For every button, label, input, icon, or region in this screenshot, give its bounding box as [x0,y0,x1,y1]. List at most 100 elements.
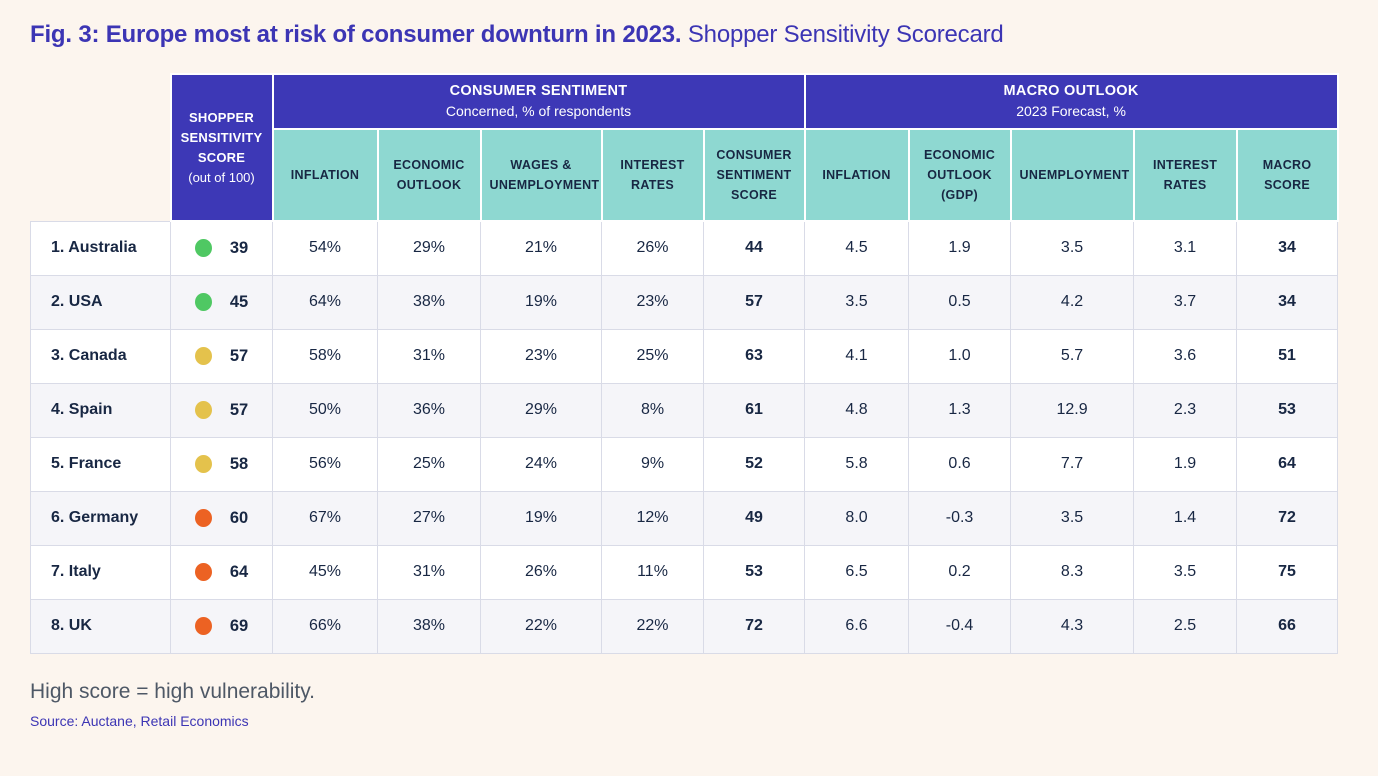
cs-wages-unemployment-cell: 19% [480,274,602,330]
country-label: 2. USA [30,274,171,330]
group-header-consumer-sentiment: CONSUMER SENTIMENT Concerned, % of respo… [271,73,806,131]
cs-interest-rates-cell: 22% [601,598,704,654]
sensitivity-score-cell: 57 [170,328,273,384]
figure-title-subtitle: Shopper Sensitivity Scorecard [681,21,1004,48]
sensitivity-score-cell: 58 [170,436,273,492]
sensitivity-score-value: 58 [229,454,249,473]
cs-economic-outlook-cell: 38% [377,274,481,330]
cs-wages-unemployment-cell: 22% [480,598,602,654]
country-label: 3. Canada [30,328,171,384]
sensitivity-score-cell: 57 [170,382,273,438]
cs-interest-rates-cell: 11% [601,544,704,600]
figure-page: Fig. 3: Europe most at risk of consumer … [30,21,1339,729]
consumer-sentiment-group-subtitle: Concerned, % of respondents [445,103,632,120]
header-shopper-sensitivity-score: SHOPPER SENSITIVITY SCORE (out of 100) [169,73,274,223]
cs-wages-unemployment-cell: 24% [480,436,602,492]
macro-unemployment-cell: 5.7 [1010,328,1135,384]
consumer-sentiment-score-cell: 61 [702,382,806,438]
country-label: 6. Germany [30,490,171,546]
cs-economic-outlook-cell: 27% [377,490,481,546]
cs-economic-outlook-cell: 29% [377,220,481,276]
macro-interest-rates-cell: 3.7 [1133,274,1238,330]
score-header-subtitle: (out of 100) [188,170,255,186]
macro-score-cell: 51 [1236,328,1339,384]
column-header-macro-economic-outlook-gdp: ECONOMIC OUTLOOK (GDP) [907,128,1012,223]
country-label: 8. UK [30,598,171,654]
cs-inflation-cell: 54% [272,220,378,276]
column-header-macro-score: MACRO SCORE [1235,128,1339,223]
macro-interest-rates-cell: 3.6 [1133,328,1238,384]
cs-wages-unemployment-cell: 26% [480,544,602,600]
table-row: 3. Canada 57 58% 31% 23% 25% 63 4.1 1.0 … [30,328,1339,384]
macro-unemployment-cell: 7.7 [1010,436,1135,492]
consumer-sentiment-score-cell: 44 [702,220,806,276]
table-row: 5. France 58 56% 25% 24% 9% 52 5.8 0.6 7… [30,436,1339,492]
macro-interest-rates-cell: 2.3 [1133,382,1238,438]
sensitivity-dot-icon [194,509,212,528]
macro-inflation-cell: 6.6 [804,598,910,654]
country-label: 7. Italy [30,544,171,600]
macro-inflation-cell: 4.5 [804,220,910,276]
table-row: 4. Spain 57 50% 36% 29% 8% 61 4.8 1.3 12… [30,382,1339,438]
sensitivity-dot-icon [194,347,212,366]
footnote: High score = high vulnerability. [30,679,316,703]
sensitivity-score-cell: 64 [170,544,273,600]
macro-score-cell: 34 [1236,220,1339,276]
consumer-sentiment-score-cell: 53 [702,544,806,600]
sensitivity-score-cell: 45 [170,274,273,330]
macro-inflation-cell: 3.5 [804,274,910,330]
consumer-sentiment-score-cell: 63 [702,328,806,384]
column-header-cs-wages-unemployment: WAGES & UNEMPLOYMENT [479,128,603,223]
column-header-macro-inflation: INFLATION [803,128,910,223]
table-header: SHOPPER SENSITIVITY SCORE (out of 100) C… [31,73,1339,223]
cs-interest-rates-cell: 12% [601,490,704,546]
macro-unemployment-cell: 8.3 [1010,544,1135,600]
macro-economic-outlook-gdp-cell: 0.2 [908,544,1012,600]
sensitivity-dot-icon [194,617,212,636]
group-header-macro-outlook: MACRO OUTLOOK 2023 Forecast, % [803,73,1339,131]
cs-inflation-cell: 66% [272,598,378,654]
table-row: 8. UK 69 66% 38% 22% 22% 72 6.6 -0.4 4.3… [30,598,1339,654]
cs-interest-rates-cell: 23% [601,274,704,330]
column-header-consumer-sentiment-score: CONSUMER SENTIMENT SCORE [702,128,806,223]
column-header-cs-economic-outlook: ECONOMIC OUTLOOK [376,128,482,223]
cs-inflation-cell: 45% [272,544,378,600]
macro-score-cell: 53 [1236,382,1339,438]
sensitivity-score-cell: 69 [170,598,273,654]
macro-interest-rates-cell: 1.9 [1133,436,1238,492]
table-row: 1. Australia 39 54% 29% 21% 26% 44 4.5 1… [30,220,1339,276]
sensitivity-score-cell: 39 [170,220,273,276]
cs-interest-rates-cell: 25% [601,328,704,384]
sensitivity-score-value: 64 [229,562,249,581]
cs-economic-outlook-cell: 36% [377,382,481,438]
column-header-macro-interest-rates: INTEREST RATES [1132,128,1238,223]
macro-interest-rates-cell: 2.5 [1133,598,1238,654]
consumer-sentiment-score-cell: 72 [702,598,806,654]
column-header-cs-interest-rates: INTEREST RATES [600,128,705,223]
table-body: 1. Australia 39 54% 29% 21% 26% 44 4.5 1… [30,220,1339,654]
macro-inflation-cell: 6.5 [804,544,910,600]
macro-interest-rates-cell: 1.4 [1133,490,1238,546]
macro-economic-outlook-gdp-cell: 1.0 [908,328,1012,384]
macro-inflation-cell: 4.8 [804,382,910,438]
country-label: 4. Spain [30,382,171,438]
macro-economic-outlook-gdp-cell: 1.9 [908,220,1012,276]
cs-wages-unemployment-cell: 19% [480,490,602,546]
macro-outlook-group-subtitle: 2023 Forecast, % [1016,103,1126,120]
macro-economic-outlook-gdp-cell: -0.3 [908,490,1012,546]
cs-economic-outlook-cell: 31% [377,544,481,600]
sensitivity-score-value: 69 [229,616,249,635]
sensitivity-score-value: 57 [229,346,249,365]
consumer-sentiment-group-title: CONSUMER SENTIMENT [449,83,628,100]
macro-inflation-cell: 4.1 [804,328,910,384]
header-corner-spacer [31,74,171,221]
cs-inflation-cell: 58% [272,328,378,384]
column-header-macro-unemployment: UNEMPLOYMENT [1009,128,1135,223]
macro-unemployment-cell: 4.2 [1010,274,1135,330]
macro-inflation-cell: 5.8 [804,436,910,492]
sensitivity-score-value: 39 [229,238,249,257]
cs-inflation-cell: 67% [272,490,378,546]
sensitivity-score-value: 45 [229,292,249,311]
macro-economic-outlook-gdp-cell: 1.3 [908,382,1012,438]
cs-inflation-cell: 50% [272,382,378,438]
